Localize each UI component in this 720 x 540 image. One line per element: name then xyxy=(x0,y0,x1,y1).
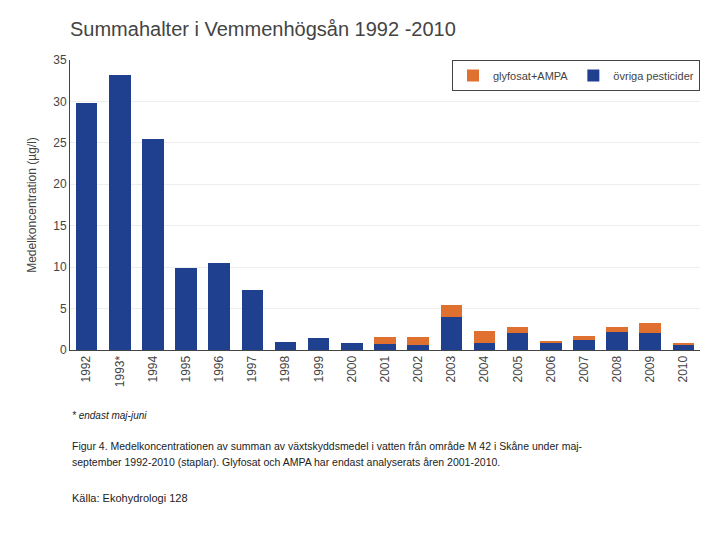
svg-text:övriga pesticider: övriga pesticider xyxy=(613,70,693,82)
svg-text:25: 25 xyxy=(53,136,67,150)
svg-text:2004: 2004 xyxy=(477,355,491,382)
svg-text:2000: 2000 xyxy=(345,355,359,382)
svg-text:Summahalter i Vemmenhögsån 199: Summahalter i Vemmenhögsån 1992 -2010 xyxy=(70,18,456,40)
svg-text:2007: 2007 xyxy=(577,355,591,382)
svg-text:2010: 2010 xyxy=(676,355,690,382)
svg-text:1997: 1997 xyxy=(245,355,259,382)
svg-text:glyfosat+AMPA: glyfosat+AMPA xyxy=(493,70,568,82)
svg-text:2002: 2002 xyxy=(411,355,425,382)
svg-text:35: 35 xyxy=(53,53,67,67)
svg-text:2006: 2006 xyxy=(544,355,558,382)
svg-text:10: 10 xyxy=(53,260,67,274)
svg-text:2005: 2005 xyxy=(511,355,525,382)
svg-text:1995: 1995 xyxy=(179,355,193,382)
svg-text:1993*: 1993* xyxy=(113,355,127,387)
svg-text:1996: 1996 xyxy=(212,355,226,382)
svg-text:1994: 1994 xyxy=(146,355,160,382)
svg-text:Medelkoncentration (µg/l): Medelkoncentration (µg/l) xyxy=(25,137,39,273)
svg-text:Figur 4. Medelkoncentrationen: Figur 4. Medelkoncentrationen av summan … xyxy=(72,440,583,452)
svg-text:15: 15 xyxy=(53,219,67,233)
svg-text:1992: 1992 xyxy=(79,355,93,382)
svg-text:0: 0 xyxy=(60,343,67,357)
svg-text:* endast maj-juni: * endast maj-juni xyxy=(72,410,147,421)
svg-text:Källa: Ekohydrologi 128: Källa: Ekohydrologi 128 xyxy=(72,492,188,504)
svg-text:1998: 1998 xyxy=(278,355,292,382)
svg-text:2008: 2008 xyxy=(610,355,624,382)
svg-text:1999: 1999 xyxy=(312,355,326,382)
svg-text:2003: 2003 xyxy=(444,355,458,382)
svg-text:2001: 2001 xyxy=(378,355,392,382)
svg-text:september 1992-2010 (staplar).: september 1992-2010 (staplar). Glyfosat … xyxy=(72,456,500,468)
svg-text:5: 5 xyxy=(60,302,67,316)
svg-text:30: 30 xyxy=(53,95,67,109)
svg-text:20: 20 xyxy=(53,177,67,191)
svg-text:2009: 2009 xyxy=(643,355,657,382)
